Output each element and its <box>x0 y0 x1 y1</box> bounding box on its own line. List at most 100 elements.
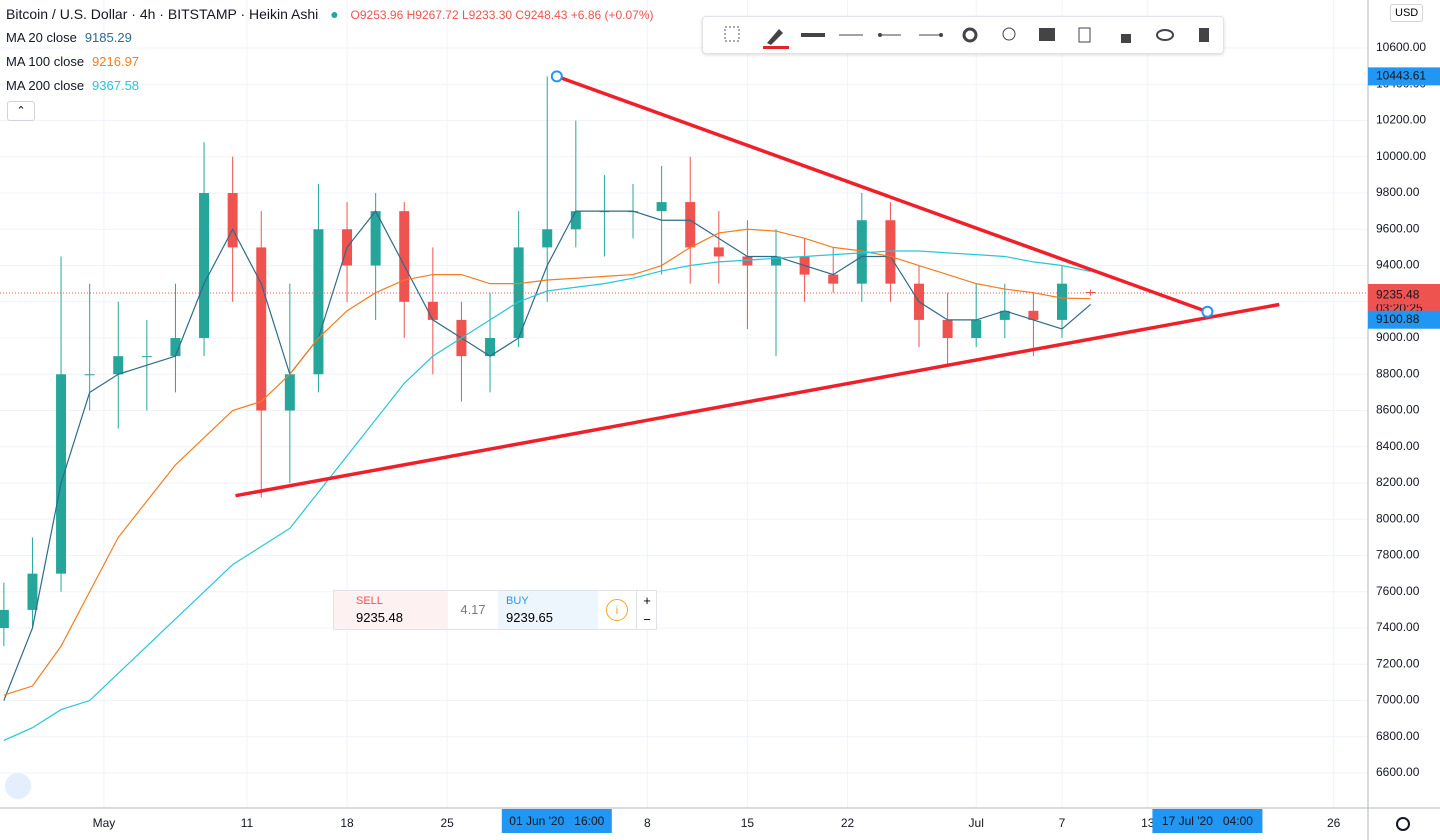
candle-body <box>284 374 295 411</box>
candle-body <box>685 202 696 248</box>
candle-body <box>84 374 95 376</box>
price-label: 9235.48 <box>1376 288 1420 302</box>
y-tick-label: 7400.00 <box>1376 620 1420 634</box>
currency[interactable]: USD <box>1390 4 1424 22</box>
settings-icon[interactable] <box>962 27 978 43</box>
crosshair-bg <box>1152 809 1263 833</box>
toolbar-icons <box>724 26 1209 49</box>
y-tick-label: 9800.00 <box>1376 185 1420 199</box>
hide-icon[interactable] <box>1156 29 1174 41</box>
price-label: 9100.88 <box>1376 312 1420 326</box>
candle-body <box>828 274 839 284</box>
legend-value: 9185.29 <box>84 30 132 45</box>
candle-body <box>256 247 267 411</box>
x-tick-label: Jul <box>969 816 984 830</box>
candle-body <box>570 211 581 230</box>
y-tick-label: 8800.00 <box>1376 366 1420 380</box>
interval: 4h <box>139 6 156 22</box>
candle-body <box>856 220 867 284</box>
open: O9253.96 <box>350 8 404 22</box>
sell-button[interactable]: SELL 9235.48 <box>334 591 448 629</box>
title: Bitcoin / U.S. Dollar · 4h · BITSTAMP · … <box>6 6 654 22</box>
candle-body <box>999 310 1010 320</box>
template-icon[interactable] <box>1039 28 1055 41</box>
alert-icon[interactable] <box>1002 27 1016 41</box>
candle-body <box>542 229 553 248</box>
y-tick-label: 9600.00 <box>1376 221 1420 235</box>
delete-icon[interactable] <box>1199 28 1209 42</box>
x-tick-label: May <box>93 816 116 830</box>
x-tick-label: 22 <box>841 816 855 830</box>
candle-body <box>942 319 953 339</box>
collapse-button[interactable]: ⌃ <box>7 101 35 121</box>
settings-gear <box>1396 817 1410 831</box>
candle-body <box>170 338 181 357</box>
candle-body <box>971 319 982 339</box>
trade-widget: SELL 9235.48 4.17 BUY 9239.65 i + − <box>333 590 657 630</box>
pen-icon[interactable] <box>767 29 783 45</box>
x-tick-label: 18 <box>340 816 354 830</box>
y-tick-label: 6800.00 <box>1376 729 1420 743</box>
select-icon[interactable] <box>724 26 740 42</box>
crosshair-label: 01 Jun '20 16:00 <box>509 814 604 828</box>
y-tick-label: 10000.00 <box>1376 149 1426 163</box>
crosshair-bg <box>501 809 612 833</box>
low: L9233.30 <box>462 8 513 22</box>
trend-line <box>556 74 1209 314</box>
y-tick-label: 8400.00 <box>1376 439 1420 453</box>
x-tick-label: 25 <box>440 816 454 830</box>
y-tick-label: 8200.00 <box>1376 475 1420 489</box>
qty-buttons[interactable]: + − <box>636 591 657 629</box>
candle-body <box>1028 310 1039 320</box>
legend-value: 9367.58 <box>92 78 140 93</box>
x-tick-label: 8 <box>644 816 651 830</box>
ma-line <box>3 210 1091 701</box>
legend-value: 9216.97 <box>92 54 140 69</box>
y-tick-label: 9000.00 <box>1376 330 1420 344</box>
dot <box>878 33 882 37</box>
line-width[interactable] <box>801 33 825 37</box>
candle-body <box>1085 291 1096 293</box>
sell-label: SELL <box>356 595 383 607</box>
anchor <box>550 70 563 83</box>
buy-button[interactable]: BUY 9239.65 <box>498 591 598 629</box>
ohlc: O9253.96 H9267.72 L9233.30 C9248.43 +6.8… <box>351 8 654 22</box>
legend-name: MA 100 close <box>6 54 85 69</box>
symbol: Bitcoin / U.S. Dollar <box>6 6 128 22</box>
candle-body <box>656 202 667 212</box>
candle-body <box>485 338 496 357</box>
candle-body <box>56 374 67 574</box>
pen-color <box>763 46 789 49</box>
lock-icon[interactable] <box>1121 34 1131 43</box>
chart-style: Heikin Ashi <box>249 6 319 22</box>
candle-body <box>713 247 724 257</box>
y-tick-label: 7200.00 <box>1376 656 1420 670</box>
x-tick-label: 15 <box>741 816 755 830</box>
exchange: BITSTAMP <box>167 6 237 22</box>
candle-body <box>227 193 238 248</box>
y-tick-label: 6600.00 <box>1376 765 1420 779</box>
ma-legend: MA 100 close 9216.97 <box>6 54 139 69</box>
y-tick-label: 8000.00 <box>1376 511 1420 525</box>
x-tick-label: 26 <box>1327 816 1341 830</box>
info-icon[interactable]: i <box>606 599 628 621</box>
trend-line <box>235 302 1280 498</box>
spread: 4.17 <box>460 602 486 617</box>
drawing-toolbar <box>702 16 1224 54</box>
logo <box>5 773 31 799</box>
candle-body <box>199 193 210 339</box>
legend-name: MA 200 close <box>6 78 85 93</box>
candle-body <box>370 211 381 266</box>
change: +6.86 (+0.07%) <box>570 8 654 22</box>
clone-icon[interactable] <box>1078 27 1091 43</box>
x-tick-label: 13 <box>1141 816 1155 830</box>
y-tick-label: 7600.00 <box>1376 584 1420 598</box>
candle-body <box>0 609 9 629</box>
price-label: 10443.61 <box>1376 69 1426 83</box>
candle-body <box>113 356 124 375</box>
close: C9248.43 <box>515 8 568 22</box>
crosshair-label: 17 Jul '20 04:00 <box>1162 814 1253 828</box>
candle-body <box>885 220 896 284</box>
